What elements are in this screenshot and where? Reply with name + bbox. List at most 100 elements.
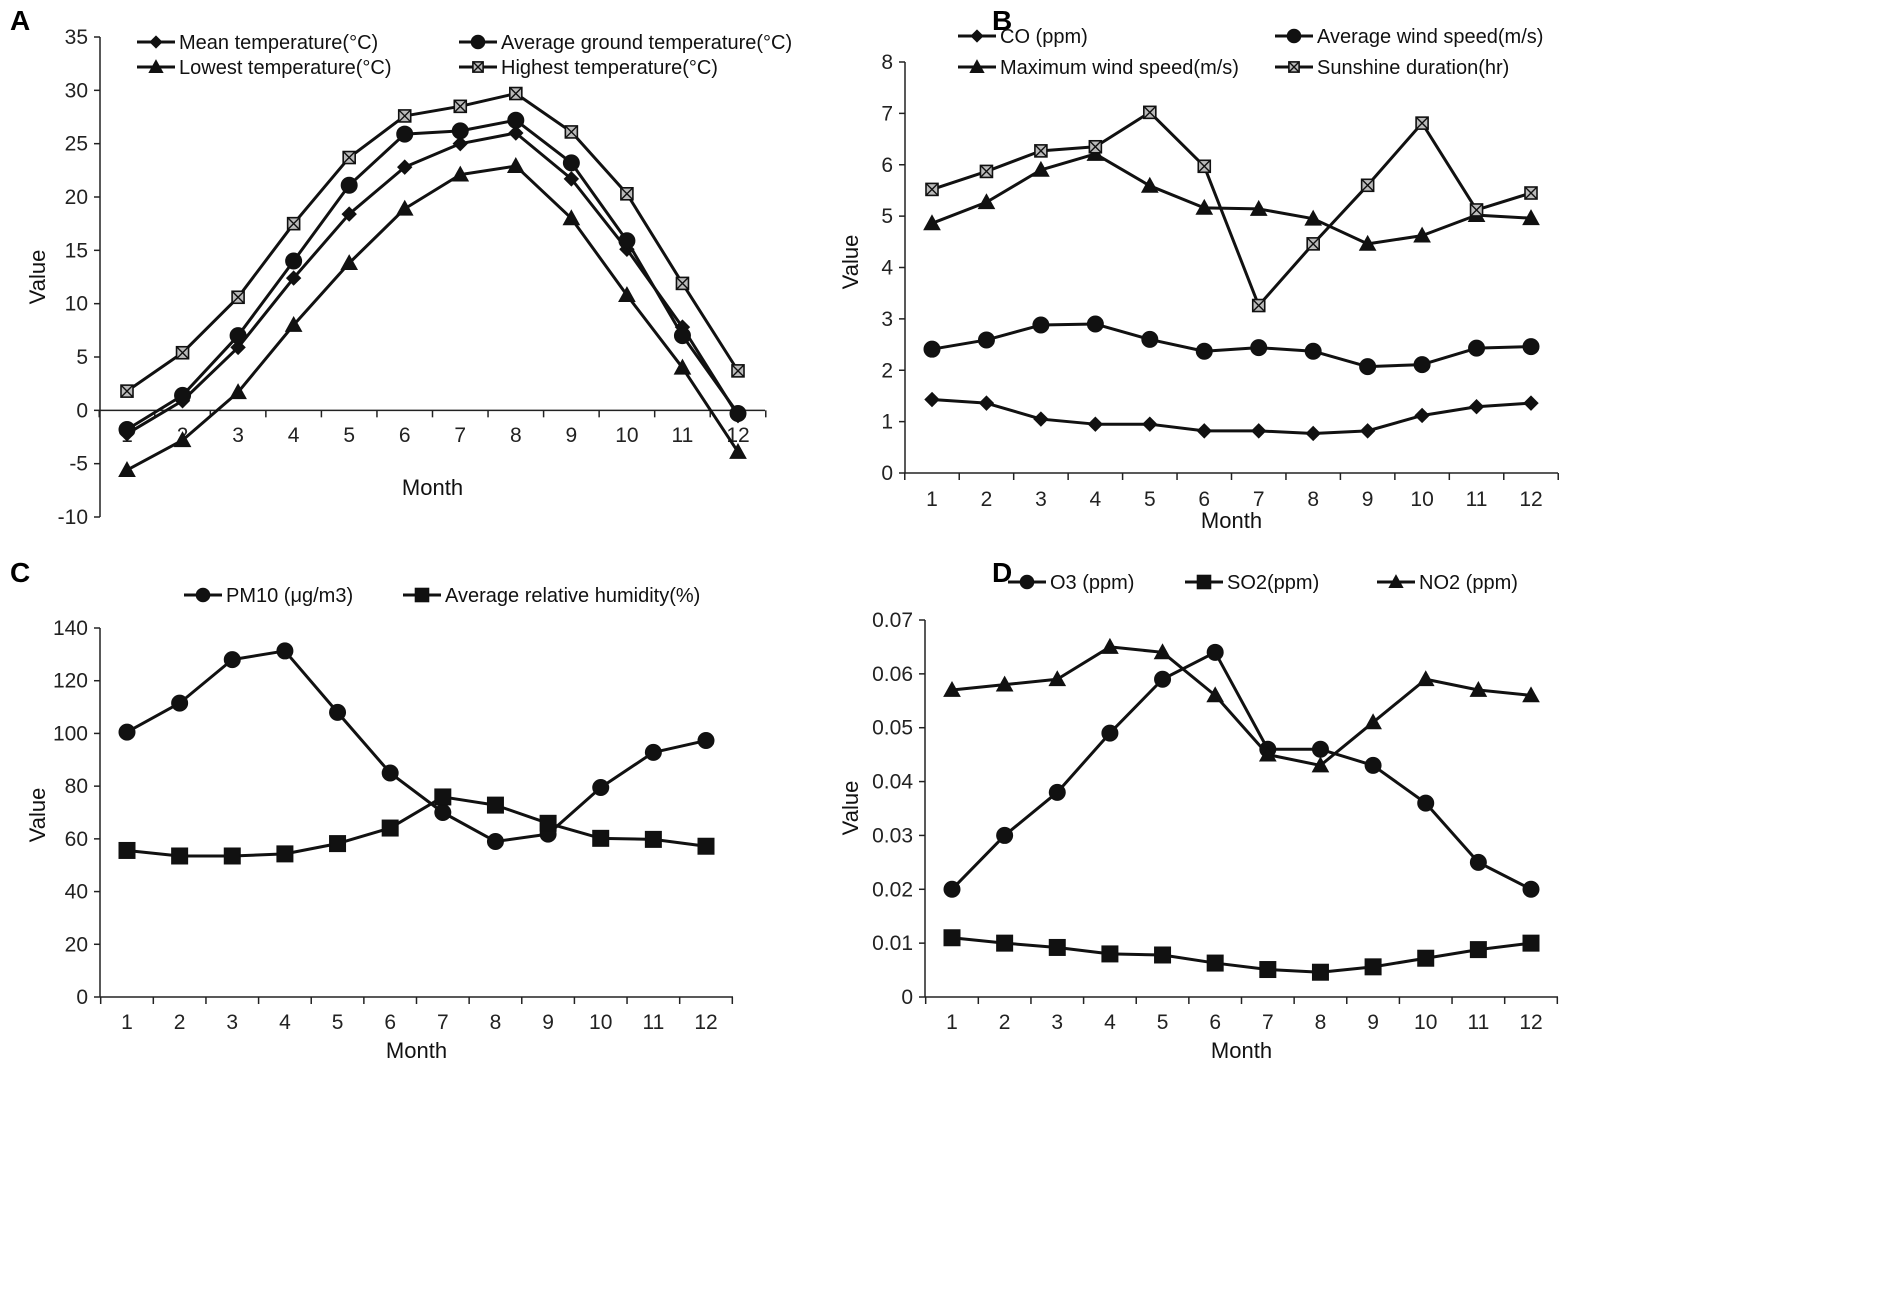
panel-b-series-sunshine-duration-hr-point-3 bbox=[1034, 144, 1048, 158]
panel-c-series-average-relative-humidity-point-7 bbox=[434, 788, 452, 806]
panel-b-x-tick-label: 5 bbox=[1144, 488, 1156, 511]
panel-a-series-mean-temperature-c-point-9 bbox=[563, 171, 580, 187]
panel-c-x-tick-label: 12 bbox=[694, 1011, 717, 1034]
panel-b-series-co-ppm-point-7 bbox=[1251, 423, 1267, 439]
panel-d-y-axis-title: Value bbox=[838, 781, 863, 836]
panel-b-legend-item-maximum-wind-speed-m-s: Maximum wind speed(m/s) bbox=[958, 57, 1239, 79]
panel-a-legend-item-average-ground-temperature-c: Average ground temperature(°C) bbox=[459, 32, 792, 54]
panel-a-y-tick-label: 0 bbox=[76, 399, 88, 422]
panel-d-series-no2-ppm-point-4 bbox=[1101, 637, 1119, 654]
panel-b-series-sunshine-duration-hr-point-5-cross bbox=[1143, 105, 1157, 119]
panel-b-series-sunshine-duration-hr-point-8-cross bbox=[1306, 237, 1320, 251]
panel-a-series-mean-temperature-c-point-7 bbox=[452, 135, 468, 152]
panel-c-series-pm10-g-m3-point-7 bbox=[434, 804, 452, 821]
panel-c-legend-item-average-relative-humidity: Average relative humidity(%) bbox=[403, 585, 700, 607]
panel-d-series-so2-ppm-point-4 bbox=[1101, 945, 1119, 963]
panel-b-series-sunshine-duration-hr-point-4 bbox=[1088, 139, 1103, 154]
panel-b-series-co-ppm-point-3 bbox=[1033, 411, 1049, 427]
panel-d-series-o3-ppm-point-9 bbox=[1364, 756, 1382, 774]
panel-c-series-average-relative-humidity-point-5 bbox=[329, 835, 347, 853]
panel-a-series-highest-temperature-c-point-9 bbox=[564, 125, 579, 139]
panel-b-series-sunshine-duration-hr-point-7 bbox=[1251, 298, 1266, 313]
panel-b-legend-label: Sunshine duration(hr) bbox=[1317, 57, 1509, 79]
panel-a-series-lowest-temperature-c-point-7 bbox=[451, 165, 470, 182]
panel-b-legend-item-sunshine-duration-hr: Sunshine duration(hr) bbox=[1275, 57, 1509, 79]
panel-b-series-co-ppm-point-10 bbox=[1414, 407, 1430, 424]
panel-a-series-highest-temperature-c-point-12 bbox=[731, 364, 745, 378]
panel-d-x-tick-label: 7 bbox=[1262, 1011, 1274, 1034]
panel-d-series-o3-ppm-point-4 bbox=[1101, 724, 1119, 742]
panel-a-series-average-ground-temperature-c-point-5 bbox=[340, 176, 358, 194]
panel-d-y-tick-label: 0.05 bbox=[872, 717, 913, 740]
panel-b-series-sunshine-duration-hr-point-10-cross bbox=[1415, 116, 1429, 130]
panel-a-y-tick-label: 20 bbox=[65, 186, 88, 209]
panel-c-y-tick-label: 0 bbox=[76, 986, 88, 1009]
panel-b-series-co-ppm-point-4 bbox=[1087, 416, 1104, 432]
panel-d-series-so2-ppm bbox=[943, 929, 1540, 981]
panel-b-series-maximum-wind-speed-m-s-point-10 bbox=[1413, 226, 1431, 243]
panel-a-x-tick-label: 6 bbox=[399, 424, 411, 447]
panel-c-x-tick-label: 4 bbox=[279, 1011, 291, 1034]
panel-b-series-average-wind-speed-m-s-point-11 bbox=[1468, 339, 1486, 357]
panel-d-y-tick-label: 0.06 bbox=[872, 663, 913, 686]
panel-d-y-tick-label: 0.02 bbox=[872, 878, 913, 901]
panel-b-series-sunshine-duration-hr-point-1-cross bbox=[925, 182, 939, 196]
panel-d-x-tick-label: 2 bbox=[999, 1011, 1011, 1034]
panel-a-series-average-ground-temperature-c-point-8 bbox=[507, 111, 525, 129]
panel-b-legend-marker bbox=[970, 29, 984, 43]
panel-a-series-highest-temperature-c-point-2-cross bbox=[176, 346, 190, 360]
panel-c-x-tick-label: 6 bbox=[384, 1011, 396, 1034]
panel-d-series-so2-ppm-point-8 bbox=[1311, 963, 1329, 981]
panel-d-x-tick-label: 9 bbox=[1367, 1011, 1379, 1034]
panel-a-series-lowest-temperature-c-point-12 bbox=[729, 442, 747, 459]
panel-c-series-pm10-g-m3-point-1 bbox=[118, 723, 136, 741]
panel-c-series-average-relative-humidity-point-12 bbox=[697, 837, 715, 855]
panel-a-series-lowest-temperature-c-point-10 bbox=[618, 286, 636, 303]
panel-b-x-tick-label: 11 bbox=[1466, 488, 1488, 511]
panel-c-legend-label: Average relative humidity(%) bbox=[445, 585, 700, 607]
panel-c-series-pm10-g-m3-point-6 bbox=[381, 764, 399, 782]
panel-d-series-o3-ppm-line bbox=[950, 650, 1532, 891]
panel-d-series-so2-ppm-point-10 bbox=[1417, 949, 1435, 967]
panel-a-series-highest-temperature-c-point-5-cross bbox=[342, 151, 356, 165]
panel-d-legend-item-o3-ppm: O3 (ppm) bbox=[1008, 572, 1134, 594]
panel-d-y-tick-label: 0.04 bbox=[872, 771, 913, 794]
panel-d-series-no2-ppm-point-5 bbox=[1153, 643, 1172, 660]
panel-b-series-average-wind-speed-m-s-point-4 bbox=[1086, 315, 1104, 333]
panel-d-series-no2-ppm-point-8 bbox=[1311, 756, 1330, 773]
panel-b-series-average-wind-speed-m-s-point-5 bbox=[1141, 330, 1159, 348]
panel-d-legend-item-no2-ppm: NO2 (ppm) bbox=[1377, 572, 1518, 594]
panel-b-series-co-ppm-point-6 bbox=[1196, 423, 1212, 439]
panel-a-x-tick-label: 9 bbox=[566, 424, 578, 447]
panel-b-x-tick-label: 7 bbox=[1253, 488, 1265, 511]
panel-b-series-sunshine-duration-hr-point-10 bbox=[1415, 116, 1429, 130]
panel-a-series-mean-temperature-c-point-8 bbox=[508, 125, 524, 141]
panel-a-series-highest-temperature-c-point-3 bbox=[231, 290, 245, 305]
panel-c-series-pm10-g-m3-point-3 bbox=[223, 651, 241, 669]
panel-d-x-axis-title: Month bbox=[1211, 1038, 1272, 1063]
panel-b-legend-label: Maximum wind speed(m/s) bbox=[1000, 57, 1239, 79]
panel-a-series-highest-temperature-c-point-9-cross bbox=[564, 125, 578, 139]
panel-b-series-average-wind-speed-m-s-point-10 bbox=[1413, 356, 1431, 374]
panel-c-y-axis-title: Value bbox=[25, 788, 50, 843]
panel-b-legend-marker bbox=[969, 59, 985, 73]
panel-d-legend-marker bbox=[1388, 574, 1404, 588]
panel-a-series-lowest-temperature-c-point-8 bbox=[506, 157, 525, 173]
panel-b-series-maximum-wind-speed-m-s-point-5 bbox=[1140, 176, 1159, 193]
panel-d-series-o3-ppm-point-12 bbox=[1522, 880, 1540, 898]
panel-b-y-tick-label: 7 bbox=[881, 102, 893, 125]
panel-a-series-lowest-temperature-c-point-5 bbox=[340, 254, 359, 271]
panel-b-series-sunshine-duration-hr-line bbox=[931, 110, 1532, 308]
panel-a-legend-marker bbox=[470, 34, 486, 50]
panel-d-series-o3-ppm-point-1 bbox=[943, 880, 961, 898]
panel-d-series-no2-ppm-point-2 bbox=[995, 675, 1014, 692]
panel-c-x-tick-label: 5 bbox=[332, 1011, 344, 1034]
panel-c-x-tick-label: 9 bbox=[542, 1011, 554, 1034]
panel-a-series-highest-temperature-c bbox=[120, 86, 745, 398]
panel-d-series-so2-ppm-point-12 bbox=[1522, 934, 1540, 952]
panel-a-series-lowest-temperature-c-point-9 bbox=[562, 209, 581, 226]
panel-a-y-tick-label: 15 bbox=[65, 239, 88, 262]
